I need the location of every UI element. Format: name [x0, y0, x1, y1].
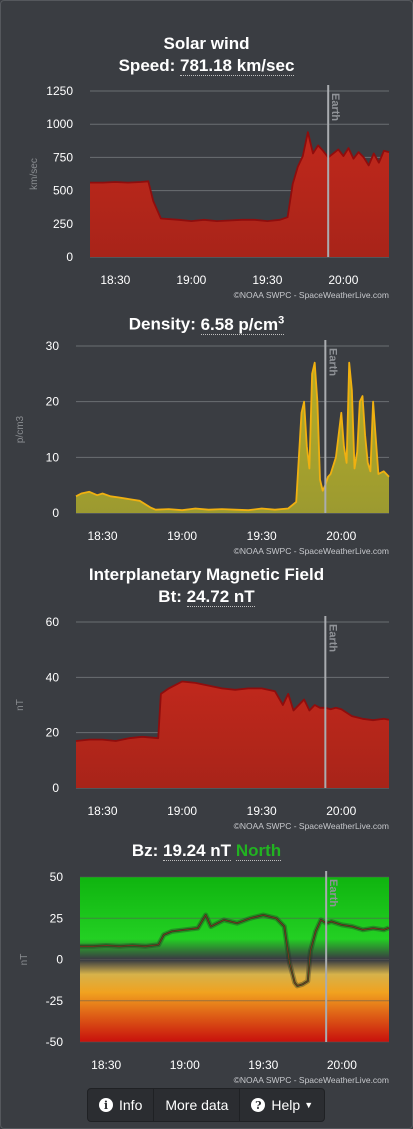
y-tick-label: 250: [53, 217, 73, 231]
density-chart: 0 10 20 30 18:30 19:00 19:30 20:00 p/cm3 Earth ©NO…: [15, 339, 390, 556]
imf-title: Interplanetary Magnetic Field: [88, 565, 325, 584]
x-tick-label: 18:30: [88, 529, 118, 543]
y-tick-label: 20: [46, 726, 60, 740]
x-tick-label: 20:00: [326, 804, 356, 818]
y-tick-label: 500: [53, 184, 73, 198]
info-label: Info: [119, 1097, 143, 1113]
help-button[interactable]: ? Help ▼: [240, 1089, 324, 1121]
more-data-button[interactable]: More data: [154, 1089, 241, 1121]
y-tick-label: -50: [46, 1035, 64, 1049]
x-tick-label: 19:00: [167, 529, 197, 543]
bz-readout: Bz: 19.24 nT North: [131, 841, 282, 861]
x-tick-label: 19:30: [252, 273, 282, 287]
series-line: [90, 131, 390, 222]
x-tick-label: 19:30: [248, 1058, 278, 1072]
speed-value[interactable]: 781.18 km/sec: [180, 56, 295, 76]
bz-status[interactable]: North: [235, 841, 282, 861]
series-line-inner: [80, 914, 390, 987]
bz-value[interactable]: 19.24 nT: [163, 841, 232, 861]
x-tick-label: 19:00: [167, 804, 197, 818]
y-tick-label: -25: [46, 994, 64, 1008]
bt-chart: 0 20 40 60 18:30 19:00 19:30 20:00 nT Earth ©NOAA …: [15, 615, 390, 831]
y-tick-label: 1250: [46, 84, 73, 98]
y-axis-label: nT: [15, 699, 26, 711]
x-tick-label: 20:00: [326, 529, 356, 543]
x-tick-label: 19:00: [170, 1058, 200, 1072]
y-tick-label: 1000: [46, 117, 73, 131]
earth-marker-label: Earth: [329, 93, 341, 121]
y-tick-label: 0: [56, 953, 63, 967]
earth-marker-label: Earth: [326, 624, 338, 652]
x-tick-label: 19:30: [247, 529, 277, 543]
more-data-label: More data: [165, 1097, 229, 1113]
y-tick-label: 25: [50, 911, 64, 925]
y-tick-label: 10: [46, 450, 60, 464]
y-tick-label: 50: [50, 870, 64, 884]
y-axis-label: km/sec: [29, 158, 40, 190]
help-icon: ?: [251, 1098, 266, 1112]
button-group: i Info More data ? Help ▼: [87, 1088, 326, 1122]
earth-marker-label: Earth: [327, 879, 339, 907]
density-readout: Density: 6.58 p/cm3: [128, 314, 285, 335]
info-button[interactable]: i Info: [88, 1089, 155, 1121]
series-line: [75, 361, 390, 512]
caret-down-icon: ▼: [304, 1100, 314, 1110]
y-tick-label: 40: [46, 670, 60, 684]
y-tick-label: 0: [66, 250, 73, 264]
y-tick-label: 0: [52, 781, 59, 795]
bt-value[interactable]: 24.72 nT: [186, 587, 255, 607]
y-tick-label: 30: [46, 339, 60, 353]
density-value[interactable]: 6.58 p/cm3: [200, 314, 285, 335]
y-axis-label: p/cm3: [15, 415, 26, 443]
x-tick-label: 19:00: [176, 273, 206, 287]
earth-marker-label: Earth: [326, 348, 338, 376]
bz-chart: -50 -25 0 25 50 18:30 19:00 19:30 20:00 nT Earth ©N…: [19, 870, 390, 1085]
x-tick-label: 20:00: [328, 273, 358, 287]
y-axis-label: nT: [19, 954, 30, 966]
credit-text: ©NOAA SWPC - SpaceWeatherLive.com: [234, 821, 389, 831]
series-area: [90, 132, 389, 257]
x-tick-label: 20:00: [327, 1058, 357, 1072]
series-line: [75, 680, 390, 742]
speed-chart: 0 250 500 750 1000 1250 18:30 19:00 19:30 20:00 km…: [29, 84, 390, 300]
info-icon: i: [99, 1098, 113, 1112]
y-tick-label: 0: [52, 506, 59, 520]
y-tick-label: 20: [46, 395, 60, 409]
credit-text: ©NOAA SWPC - SpaceWeatherLive.com: [234, 546, 389, 556]
x-tick-label: 18:30: [88, 804, 118, 818]
credit-text: ©NOAA SWPC - SpaceWeatherLive.com: [234, 1075, 389, 1085]
speed-readout: Speed: 781.18 km/sec: [118, 56, 295, 76]
credit-text: ©NOAA SWPC - SpaceWeatherLive.com: [234, 290, 389, 300]
series-area: [76, 681, 389, 788]
x-tick-label: 18:30: [91, 1058, 121, 1072]
x-tick-label: 19:30: [247, 804, 277, 818]
bt-readout: Bt: 24.72 nT: [158, 587, 255, 607]
x-tick-label: 18:30: [100, 273, 130, 287]
help-label: Help: [271, 1097, 301, 1113]
series-area: [76, 362, 389, 513]
y-tick-label: 60: [46, 615, 60, 629]
solar-wind-title: Solar wind: [163, 34, 250, 53]
y-tick-label: 750: [53, 150, 73, 164]
